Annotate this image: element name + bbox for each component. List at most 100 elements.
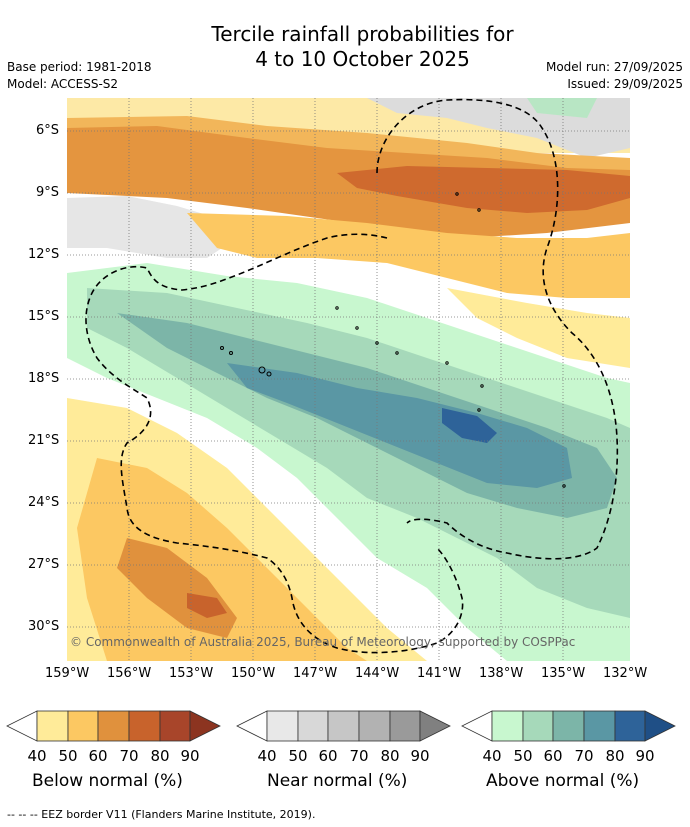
near-tick-50: 50 [288, 747, 307, 765]
legend-near-swatch-50-60 [297, 710, 329, 742]
legend-near-swatch-80-90 [389, 710, 421, 742]
legend-below-swatch-40-50 [36, 710, 69, 742]
lat-label-24s: 24°S [28, 495, 60, 510]
region-above-80 [442, 408, 497, 443]
near-tick-90: 90 [410, 747, 429, 765]
near-tick-40: 40 [257, 747, 276, 765]
legend-below-swatch-60-70 [97, 710, 130, 742]
lat-label-9s: 9°S [36, 185, 60, 200]
eez-border-french-polynesia [85, 233, 464, 654]
island [445, 361, 449, 365]
lon-label-153w: 153°W [169, 666, 214, 681]
legend-above-normal [461, 710, 676, 742]
near-tick-60: 60 [318, 747, 337, 765]
legend-near-swatch-40-50 [266, 710, 299, 742]
lat-label-6s: 6°S [36, 123, 60, 138]
lat-label-27s: 27°S [28, 557, 60, 572]
island [395, 351, 399, 355]
region-below-70-north [67, 126, 630, 238]
below-tick-90: 90 [180, 747, 199, 765]
island [480, 384, 484, 388]
legend-colorbars: 40 50 60 70 80 90 40 50 60 70 80 90 40 5… [6, 710, 676, 765]
legend-above-swatch-60-70 [552, 710, 585, 742]
model-run: Model run: 27/09/2025 [545, 60, 683, 74]
island [477, 208, 481, 212]
lon-label-150w: 150°W [231, 666, 276, 681]
near-tick-70: 70 [349, 747, 368, 765]
region-near-normal-west [67, 196, 237, 258]
model-name: Model: ACCESS-S2 [7, 77, 119, 91]
lon-label-138w: 138°W [479, 666, 524, 681]
above-tick-80: 80 [605, 747, 624, 765]
legend-near-swatch-70-80 [358, 710, 391, 742]
eez-border-note: -- -- -- EEZ border V11 (Flanders Marine… [7, 808, 316, 821]
below-tick-60: 60 [88, 747, 107, 765]
lon-label-135w: 135°W [541, 666, 586, 681]
title-line-2: 4 to 10 October 2025 [255, 47, 470, 71]
island [258, 366, 266, 374]
eez-border-marquesas [376, 98, 619, 560]
above-tick-50: 50 [513, 747, 532, 765]
lon-label-159w: 159°W [45, 666, 90, 681]
legend-below-label: Below normal (%) [32, 771, 183, 791]
island [375, 341, 379, 345]
above-tick-40: 40 [482, 747, 501, 765]
legend-below-swatch-50-60 [67, 710, 99, 742]
above-tick-60: 60 [543, 747, 562, 765]
chart-title: Tercile rainfall probabilities for 4 to … [0, 22, 690, 72]
near-tick-80: 80 [380, 747, 399, 765]
base-period: Base period: 1981-2018 [7, 60, 152, 74]
copyright-notice: © Commonwealth of Australia 2025, Bureau… [70, 635, 575, 649]
legend-below-swatch-80-90 [159, 710, 191, 742]
lon-label-144w: 144°W [355, 666, 400, 681]
issued-date: Issued: 29/09/2025 [567, 77, 683, 91]
lat-label-21s: 21°S [28, 433, 60, 448]
graticule [67, 98, 630, 661]
region-above-70 [227, 363, 572, 488]
island [455, 192, 459, 196]
above-tick-70: 70 [574, 747, 593, 765]
below-tick-40: 40 [27, 747, 46, 765]
below-tick-50: 50 [58, 747, 77, 765]
legend-above-swatch-80-90 [614, 710, 646, 742]
legend-above-lower-cap [461, 710, 493, 742]
island [335, 306, 339, 310]
lon-label-141w: 141°W [417, 666, 462, 681]
legend-above-swatch-50-60 [522, 710, 554, 742]
region-below-50-central [187, 213, 630, 298]
island [220, 346, 224, 350]
legend-near-label: Near normal (%) [267, 771, 408, 791]
lat-label-12s: 12°S [28, 247, 60, 262]
region-green-ne [527, 98, 597, 118]
legend-near-upper-cap [419, 710, 451, 742]
legend-below-swatch-70-80 [128, 710, 161, 742]
lat-label-15s: 15°S [28, 309, 60, 324]
region-below-70-southwest [187, 593, 227, 618]
legend-above-swatch-40-50 [491, 710, 524, 742]
lat-label-18s: 18°S [28, 371, 60, 386]
island [355, 326, 359, 330]
legend-above-label: Above normal (%) [486, 771, 640, 791]
lon-label-156w: 156°W [107, 666, 152, 681]
island [562, 484, 566, 488]
legend-above-upper-cap [644, 710, 676, 742]
island-outlines [220, 192, 566, 488]
map-canvas: © Commonwealth of Australia 2025, Bureau… [67, 98, 630, 661]
lon-label-132w: 132°W [603, 666, 648, 681]
legend-below-lower-cap [6, 710, 38, 742]
region-below-40-central [447, 288, 630, 368]
rainfall-probability-map[interactable]: © Commonwealth of Australia 2025, Bureau… [67, 98, 630, 661]
legend-above-swatch-70-80 [583, 710, 616, 742]
island [266, 371, 272, 377]
legend-below-upper-cap [189, 710, 221, 742]
legend-below-normal [6, 710, 221, 742]
legend-near-swatch-60-70 [327, 710, 360, 742]
legend-near-lower-cap [236, 710, 268, 742]
lat-label-30s: 30°S [28, 619, 60, 634]
island [229, 351, 233, 355]
legend-near-normal [236, 710, 451, 742]
lon-label-147w: 147°W [293, 666, 338, 681]
below-tick-70: 70 [119, 747, 138, 765]
island [477, 408, 481, 412]
below-tick-80: 80 [150, 747, 169, 765]
